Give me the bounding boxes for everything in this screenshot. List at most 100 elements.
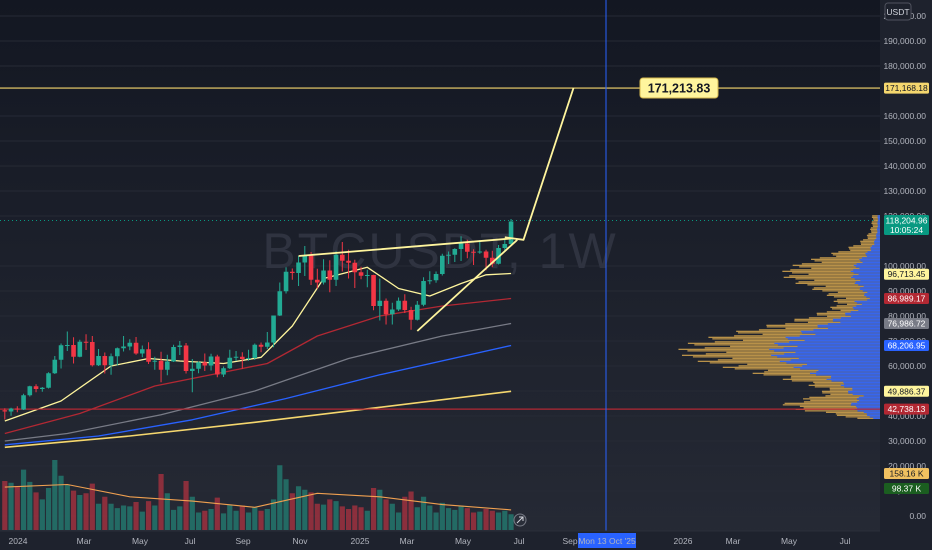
goto-realtime-button[interactable] <box>513 513 527 527</box>
profile-bar-buy <box>856 263 880 265</box>
profile-bar-sell <box>828 293 880 295</box>
time-tick-label: Mar <box>726 536 741 546</box>
profile-bar-buy <box>850 315 880 317</box>
candle <box>477 240 483 254</box>
profile-bar-sell <box>790 269 880 271</box>
profile-bar-buy <box>856 302 880 304</box>
price-tick-label: 30,000.00 <box>888 436 926 446</box>
profile-bar-sell <box>782 404 880 406</box>
candle <box>215 354 220 378</box>
profile-bar-sell <box>871 231 880 233</box>
profile-bar-buy <box>859 267 880 269</box>
profile-bar-buy <box>851 402 880 404</box>
volume-ma-line <box>4 483 512 511</box>
profile-bar-sell <box>848 246 880 248</box>
candle <box>15 406 20 413</box>
profile-bar-sell <box>860 242 880 244</box>
profile-bar-sell <box>814 279 880 281</box>
profile-bar-sell <box>866 234 880 236</box>
candle <box>71 337 76 364</box>
profile-bar-buy <box>855 405 880 407</box>
profile-bar-buy <box>867 251 880 253</box>
candle <box>8 407 14 416</box>
profile-bar-buy <box>832 320 880 322</box>
profile-bar-sell <box>809 396 880 398</box>
candle <box>471 249 476 265</box>
profile-bar-buy <box>831 375 880 377</box>
time-tick-label: May <box>781 536 798 546</box>
volume-bar <box>139 511 145 530</box>
volume-bar <box>233 510 239 530</box>
profile-bar-sell <box>811 267 880 269</box>
candle <box>365 269 370 288</box>
profile-bar-buy <box>785 336 880 338</box>
volume-bar <box>277 465 283 530</box>
profile-bar-buy <box>863 285 880 287</box>
candle <box>308 252 314 285</box>
price-tick-label: 0.00 <box>909 511 926 521</box>
candle <box>352 259 358 288</box>
volume-bar <box>214 497 220 530</box>
profile-bar-buy <box>866 296 880 298</box>
profile-bar-buy <box>877 231 880 233</box>
candle <box>402 294 408 313</box>
profile-bar-buy <box>871 249 880 251</box>
profile-bar-buy <box>866 255 880 257</box>
volume-bar <box>164 493 170 530</box>
profile-bar-buy <box>877 218 880 220</box>
candle <box>133 337 139 355</box>
profile-bar-buy <box>852 393 880 395</box>
profile-bar-buy <box>877 227 880 229</box>
candle <box>327 260 333 293</box>
svg-text:10:05:24: 10:05:24 <box>890 225 923 235</box>
svg-text:118,204.96: 118,204.96 <box>886 215 928 225</box>
profile-bar-buy <box>866 413 880 415</box>
projection-path[interactable] <box>504 87 575 241</box>
time-tick-label: 2025 <box>351 536 370 546</box>
profile-bar-buy <box>860 260 880 262</box>
profile-bar-sell <box>870 227 880 229</box>
volume-bar <box>189 496 195 530</box>
volume-bar <box>220 513 227 530</box>
profile-bar-sell <box>832 254 880 256</box>
profile-bar-buy <box>877 222 880 224</box>
profile-bar-sell <box>819 257 880 259</box>
profile-bar-sell <box>825 411 880 413</box>
profile-bar-buy <box>861 303 880 305</box>
currency-button[interactable]: USDT <box>884 2 912 21</box>
profile-bar-buy <box>864 293 880 295</box>
target-price-box[interactable] <box>639 77 719 99</box>
profile-bar-buy <box>840 384 880 386</box>
profile-bar-buy <box>865 254 880 256</box>
volume-bar <box>389 503 395 530</box>
profile-bar-sell <box>873 218 880 220</box>
candle <box>227 349 233 369</box>
price-tick-label: 40,000.00 <box>888 411 926 421</box>
price-tag: 171,168.18 <box>884 82 929 94</box>
profile-bar-buy <box>789 341 880 343</box>
profile-bar-buy <box>877 216 880 218</box>
profile-bar-buy <box>845 312 880 314</box>
profile-bar-buy <box>871 245 880 247</box>
profile-bar-buy <box>799 335 880 337</box>
profile-bar-buy <box>852 389 880 391</box>
svg-text:158.16 K: 158.16 K <box>889 469 923 479</box>
profile-bar-sell <box>849 248 880 250</box>
profile-bar-buy <box>877 215 880 217</box>
profile-bar-buy <box>848 390 880 392</box>
profile-bar-sell <box>831 252 880 254</box>
profile-bar-buy <box>813 329 880 331</box>
profile-bar-buy <box>840 317 880 319</box>
wedge-upper-line[interactable] <box>298 237 512 257</box>
profile-bar-buy <box>856 398 880 400</box>
profile-bar-sell <box>860 240 880 242</box>
profile-bar-buy <box>877 221 880 223</box>
wedge-lower-line[interactable] <box>416 239 518 332</box>
profile-bar-sell <box>871 216 880 218</box>
profile-bar-buy <box>809 372 880 374</box>
volume-bar <box>64 484 70 530</box>
profile-bar-buy <box>786 362 880 364</box>
time-axis-background <box>0 531 880 550</box>
